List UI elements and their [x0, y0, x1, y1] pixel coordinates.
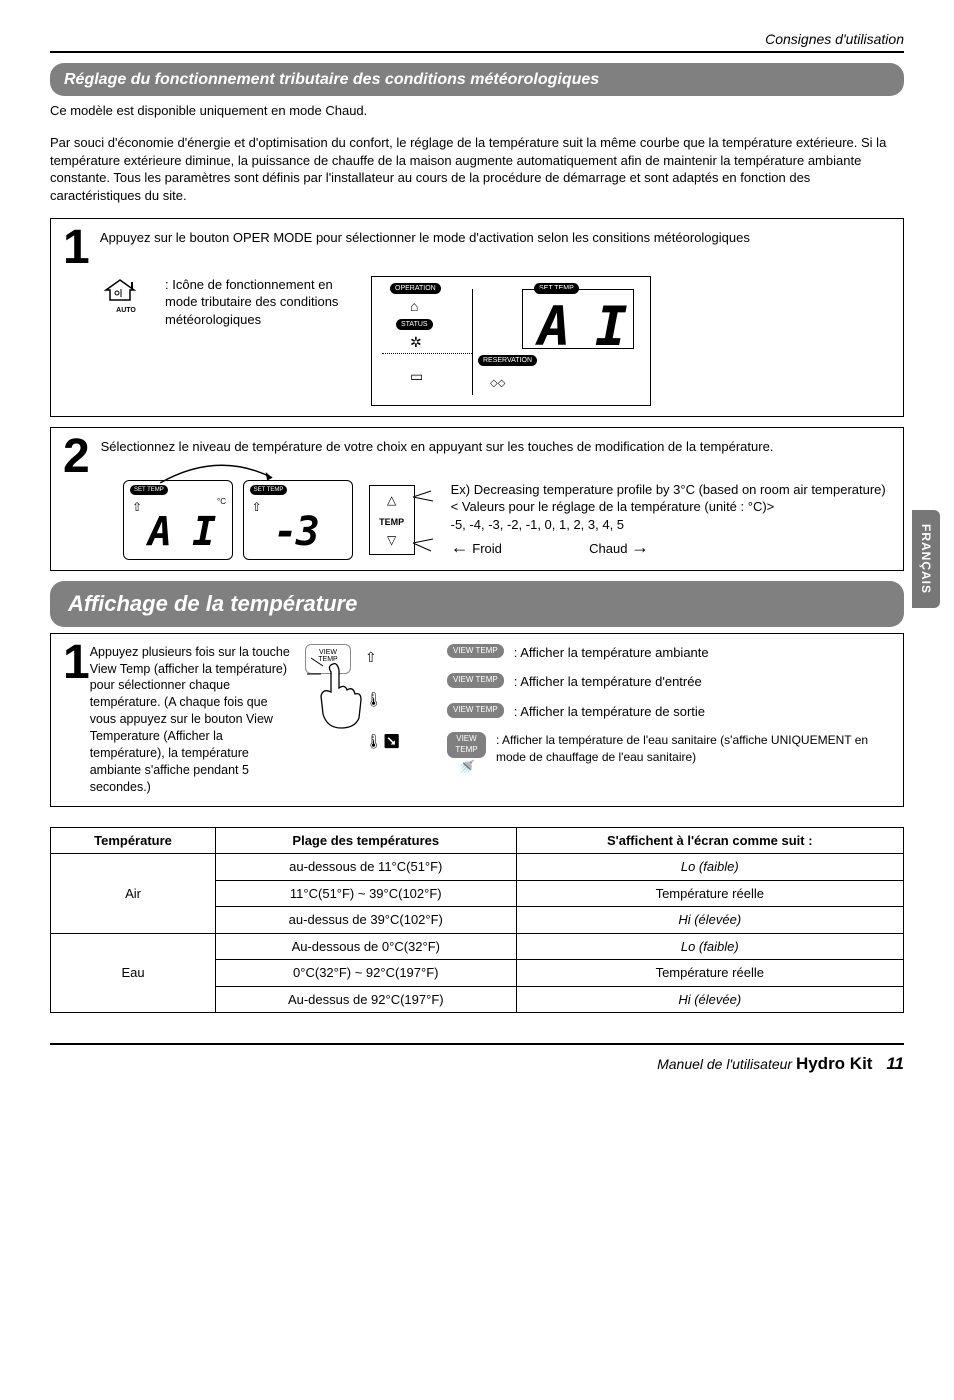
lcd-display: OPERATION SET TEMP STATUS RESERVATION ⌂ …	[371, 276, 651, 406]
cold-label: Froid	[472, 541, 502, 556]
hand-lines-icon	[411, 485, 451, 555]
page-header-right: Consignes d'utilisation	[50, 30, 904, 49]
mini1-deg: °C	[217, 497, 226, 508]
language-tab: FRANÇAIS	[912, 510, 940, 608]
right-arrow-icon: →	[631, 537, 649, 557]
temp-button-label: TEMP	[370, 516, 414, 528]
table-cell: au-dessus de 39°C(102°F)	[216, 907, 517, 934]
section2-title: Affichage de la température	[50, 581, 904, 627]
section1-intro-line1: Ce modèle est disponible uniquement en m…	[50, 102, 904, 120]
table-cell: au-dessous de 11°C(51°F)	[216, 854, 517, 881]
lcd-value: A I	[538, 291, 624, 364]
viewtemp-desc-4: : Afficher la température de l'eau sanit…	[496, 732, 891, 764]
footer-page-number: 11	[886, 1054, 904, 1073]
table-header-1: Température	[51, 827, 216, 854]
table-air-label: Air	[51, 854, 216, 934]
viewtemp-pill-1: VIEW TEMP	[447, 644, 504, 659]
footer-manual: Manuel de l'utilisateur	[657, 1056, 792, 1072]
viewtemp-desc-3: : Afficher la température de sortie	[514, 703, 705, 721]
step1-icon-label: : Icône de fonctionnement en mode tribut…	[165, 276, 355, 329]
temperature-table: Température Plage des températures S'aff…	[50, 827, 904, 1014]
lcd-pill-operation: OPERATION	[390, 283, 441, 294]
lcd-pill-status: STATUS	[396, 319, 433, 330]
left-arrow-icon: ←	[451, 537, 469, 557]
mini-lcd-1: SET TEMP ⇧ A I °C	[123, 480, 233, 560]
step2-ex2: < Valeurs pour le réglage de la températ…	[451, 498, 891, 516]
table-cell: Hi (élevée)	[516, 986, 903, 1013]
top-rule	[50, 51, 904, 53]
viewtemp-desc-1: : Afficher la température ambiante	[514, 644, 709, 662]
page-footer: Manuel de l'utilisateur Hydro Kit 11	[50, 1043, 904, 1076]
step2-box: 2 Sélectionnez le niveau de température …	[50, 427, 904, 571]
step2-number: 2	[63, 438, 97, 476]
table-cell: 0°C(32°F) ~ 92°C(197°F)	[216, 960, 517, 987]
temp-up-down-button[interactable]: △ TEMP ▽	[369, 485, 415, 555]
thermo-out-icon: 🌡↘	[365, 732, 401, 751]
viewstep-number: 1	[63, 644, 90, 796]
table-header-2: Plage des températures	[216, 827, 517, 854]
table-header-3: S'affichent à l'écran comme suit :	[516, 827, 903, 854]
viewtemp-pill-2: VIEW TEMP	[447, 673, 504, 688]
step2-ex1: Ex) Decreasing temperature profile by 3°…	[451, 481, 891, 499]
hot-label: Chaud	[589, 541, 627, 556]
section1-title: Réglage du fonctionnement tributaire des…	[50, 63, 904, 97]
table-cell: Lo (faible)	[516, 933, 903, 960]
viewtemp-desc-2: : Afficher la température d'entrée	[514, 673, 702, 691]
mini2-pill: SET TEMP	[250, 485, 288, 495]
step2-ex3: -5, -4, -3, -2, -1, 0, 1, 2, 3, 4, 5	[451, 516, 891, 534]
viewtemp-pill-4: VIEW TEMP	[447, 732, 486, 758]
step1-box: 1 Appuyez sur le bouton OPER MODE pour s…	[50, 218, 904, 416]
table-cell: Température réelle	[516, 880, 903, 907]
auto-label: AUTO	[103, 306, 149, 315]
table-cell: Au-dessus de 92°C(197°F)	[216, 986, 517, 1013]
viewtemp-pill-3: VIEW TEMP	[447, 703, 504, 718]
step1-number: 1	[63, 229, 97, 267]
viewstep-text: Appuyez plusieurs fois sur la touche Vie…	[90, 644, 293, 796]
table-cell: Température réelle	[516, 960, 903, 987]
section1-intro-para: Par souci d'économie d'énergie et d'opti…	[50, 134, 904, 204]
house-icon: ⇧	[132, 499, 142, 515]
viewtemp-box: 1 Appuyez plusieurs fois sur la touche V…	[50, 633, 904, 807]
mini-lcd-2: SET TEMP ⇧ -3	[243, 480, 353, 560]
lcd-pill-reservation: RESERVATION	[478, 355, 537, 366]
table-cell: 11°C(51°F) ~ 39°C(102°F)	[216, 880, 517, 907]
auto-mode-icon	[103, 276, 137, 306]
faucet-icon: 🚿	[458, 759, 475, 775]
step1-text: Appuyez sur le bouton OPER MODE pour sél…	[100, 230, 750, 245]
mini1-value: A I	[148, 505, 214, 559]
mini1-pill: SET TEMP	[130, 485, 168, 495]
table-cell: Lo (faible)	[516, 854, 903, 881]
table-eau-label: Eau	[51, 933, 216, 1013]
table-cell: Hi (élevée)	[516, 907, 903, 934]
mini2-value: -3	[274, 505, 318, 559]
hand-pointer-icon	[301, 654, 381, 734]
house-icon-2: ⇧	[252, 499, 262, 515]
footer-brand: Hydro Kit	[796, 1054, 873, 1073]
table-cell: Au-dessous de 0°C(32°F)	[216, 933, 517, 960]
